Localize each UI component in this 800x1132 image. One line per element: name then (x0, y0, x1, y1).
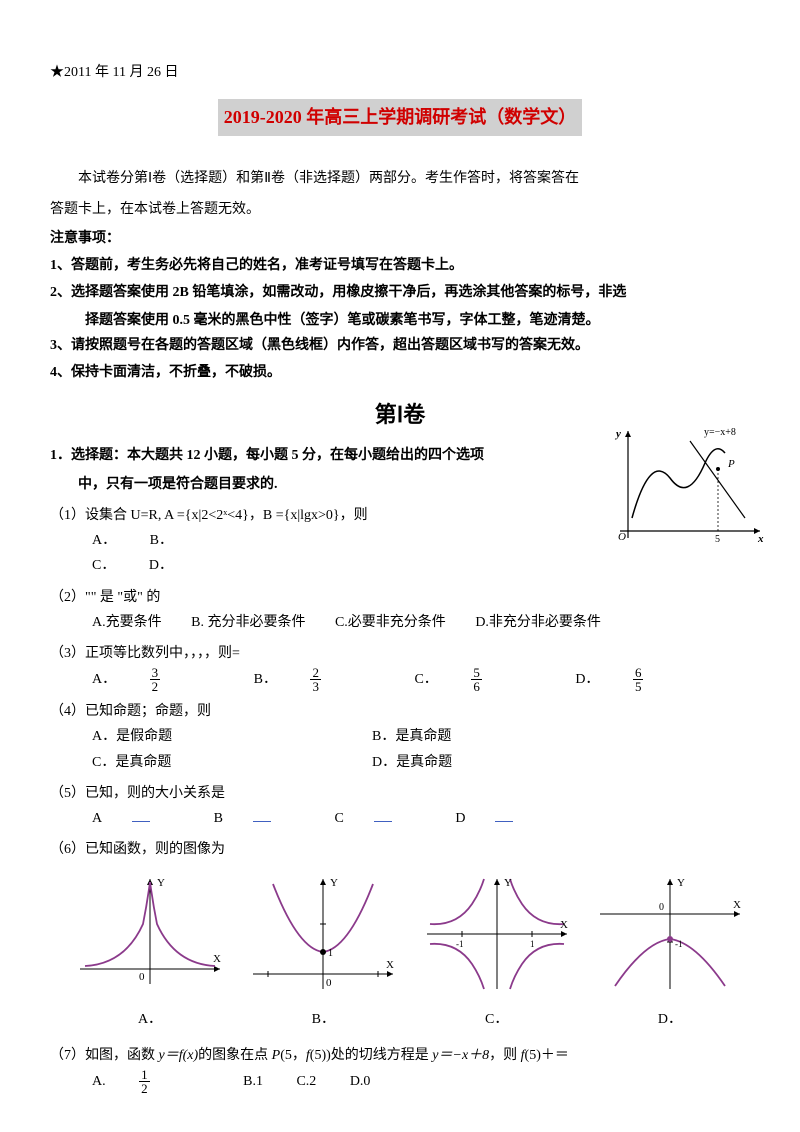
q5-opt-c: C (334, 806, 421, 831)
q7-opt-a: A. 12 (92, 1068, 210, 1095)
q2-opt-b: B. 充分非必要条件 (191, 610, 305, 635)
q7-options: A. 12 B.1 C.2 D.0 (50, 1068, 750, 1095)
q2-opt-c: C.必要非充分条件 (335, 610, 446, 635)
q2-opt-a: A.充要条件 (92, 610, 162, 635)
svg-text:0: 0 (326, 977, 332, 989)
svg-text:X: X (733, 899, 741, 911)
q5-options: A B C D (50, 806, 750, 831)
q4-text: （4）已知命题；命题，则 (50, 699, 750, 724)
q1-opt-c: C． (92, 553, 115, 578)
svg-text:Y: Y (677, 877, 685, 889)
svg-text:-1: -1 (456, 939, 464, 949)
graph-y-axis: y (614, 428, 621, 440)
graph-line-label: y=−x+8 (704, 427, 736, 438)
question-4: （4）已知命题；命题，则 A．是假命题 B．是真命题 C．是真命题 D．是真命题 (50, 699, 750, 775)
q7-opt-d: D.0 (350, 1069, 371, 1094)
svg-text:1: 1 (328, 948, 333, 959)
rule-2b: 择题答案使用 0.5 毫米的黑色中性（签字）笔或碳素笔书写，字体工整，笔迹清楚。 (50, 308, 750, 333)
q1-options-row-2: C． D． (50, 553, 750, 578)
q6-graph-c: Y X -1 1 (417, 874, 577, 1003)
q1-text: （1）设集合 U=R, A ={x|2<2ˣ<4}，B ={x|lgx>0}，则 (50, 503, 750, 528)
q1-options-row-1: A． B． (50, 528, 750, 553)
q6-graph-b: 1 Y X 0 (243, 874, 403, 1003)
svg-text:-1: -1 (675, 939, 683, 949)
graph-point-p: P (727, 458, 735, 470)
q3-opt-b: B． 23 (254, 666, 381, 693)
svg-text:0: 0 (139, 971, 145, 983)
question-7: （7）如图，函数 y＝f(x)的图象在点 P(5，f(5))处的切线方程是 y＝… (50, 1043, 750, 1095)
question-2: （2）"" 是 "或" 的 A.充要条件 B. 充分非必要条件 C.必要非充分条… (50, 585, 750, 635)
notes-heading: 注意事项： (50, 226, 750, 251)
rule-1: 1、答题前，考生务必先将自己的姓名，准考证号填写在答题卡上。 (50, 253, 750, 278)
q2-options: A.充要条件 B. 充分非必要条件 C.必要非充分条件 D.非充分非必要条件 (50, 610, 750, 635)
rule-2a: 2、选择题答案使用 2B 铅笔填涂，如需改动，用橡皮擦干净后，再选涂其他答案的标… (50, 280, 750, 305)
q6-label-b: B． (243, 1007, 403, 1032)
q7-text: （7）如图，函数 y＝f(x)的图象在点 P(5，f(5))处的切线方程是 y＝… (50, 1043, 750, 1068)
exam-date: ★2011 年 11 月 26 日 (50, 60, 750, 85)
svg-text:X: X (386, 959, 394, 971)
rule-4: 4、保持卡面清洁，不折叠，不破损。 (50, 360, 750, 385)
q4-opt-a: A．是假命题 (92, 724, 372, 749)
q2-text: （2）"" 是 "或" 的 (50, 585, 750, 610)
title-container: 2019-2020 年高三上学期调研考试（数学文） (50, 99, 750, 151)
svg-text:1: 1 (530, 939, 535, 949)
q5-opt-b: B (214, 806, 301, 831)
q6-label-d: D． (590, 1007, 750, 1032)
question-3: （3）正项等比数列中，，，，则= A． 32 B． 23 C． 56 D． 65 (50, 641, 750, 693)
svg-text:X: X (560, 919, 568, 931)
q7-opt-c: C.2 (296, 1069, 316, 1094)
graph-x-axis: x (757, 533, 764, 545)
q7-opt-b: B.1 (243, 1069, 263, 1094)
q3-opt-d: D． 65 (575, 666, 703, 693)
q5-text: （5）已知，则的大小关系是 (50, 781, 750, 806)
section-header: 1．选择题：本大题共 12 小题，每小题 5 分，在每小题给出的四个选项 中，只… (50, 443, 750, 497)
q4-options: A．是假命题 B．是真命题 C．是真命题 D．是真命题 (50, 724, 750, 774)
question-1: （1）设集合 U=R, A ={x|2<2ˣ<4}，B ={x|lgx>0}，则… (50, 503, 750, 579)
q6-graphs: Y X 0 1 Y X 0 (70, 874, 750, 1003)
q4-opt-d: D．是真命题 (372, 750, 652, 775)
q6-label-c: C． (417, 1007, 577, 1032)
q4-opt-b: B．是真命题 (372, 724, 652, 749)
q3-text: （3）正项等比数列中，，，，则= (50, 641, 750, 666)
q6-text: （6）已知函数，则的图像为 (50, 837, 750, 862)
question-6: （6）已知函数，则的图像为 Y X 0 (50, 837, 750, 1033)
q6-label-a: A． (70, 1007, 230, 1032)
q4-opt-c: C．是真命题 (92, 750, 372, 775)
svg-text:X: X (213, 953, 221, 965)
rule-3: 3、请按照题号在各题的答题区域（黑色线框）内作答，超出答题区域书写的答案无效。 (50, 333, 750, 358)
q6-graph-a: Y X 0 (70, 874, 230, 1003)
q6-graph-d: Y X 0 -1 (590, 874, 750, 1003)
q3-options: A． 32 B． 23 C． 56 D． 65 (50, 666, 750, 693)
q2-opt-d: D.非充分非必要条件 (475, 610, 601, 635)
q1-opt-a: A． (92, 528, 116, 553)
svg-text:Y: Y (157, 877, 165, 889)
exam-title: 2019-2020 年高三上学期调研考试（数学文） (218, 99, 583, 135)
q3-opt-a: A． 32 (92, 666, 220, 693)
svg-text:Y: Y (330, 877, 338, 889)
q1-opt-d: D． (149, 553, 173, 578)
q3-opt-c: C． 56 (414, 666, 541, 693)
q5-opt-a: A (92, 806, 180, 831)
q1-opt-b: B． (150, 528, 173, 553)
rules-list: 1、答题前，考生务必先将自己的姓名，准考证号填写在答题卡上。 2、选择题答案使用… (50, 253, 750, 385)
intro-line-2: 答题卡上，在本试卷上答题无效。 (50, 197, 750, 222)
svg-text:Y: Y (504, 877, 512, 889)
question-5: （5）已知，则的大小关系是 A B C D (50, 781, 750, 831)
q5-opt-d: D (455, 806, 543, 831)
svg-text:0: 0 (659, 902, 664, 913)
q6-labels: A． B． C． D． (70, 1007, 750, 1032)
intro-line-1: 本试卷分第Ⅰ卷（选择题）和第Ⅱ卷（非选择题）两部分。考生作答时，将答案答在 (50, 166, 750, 191)
